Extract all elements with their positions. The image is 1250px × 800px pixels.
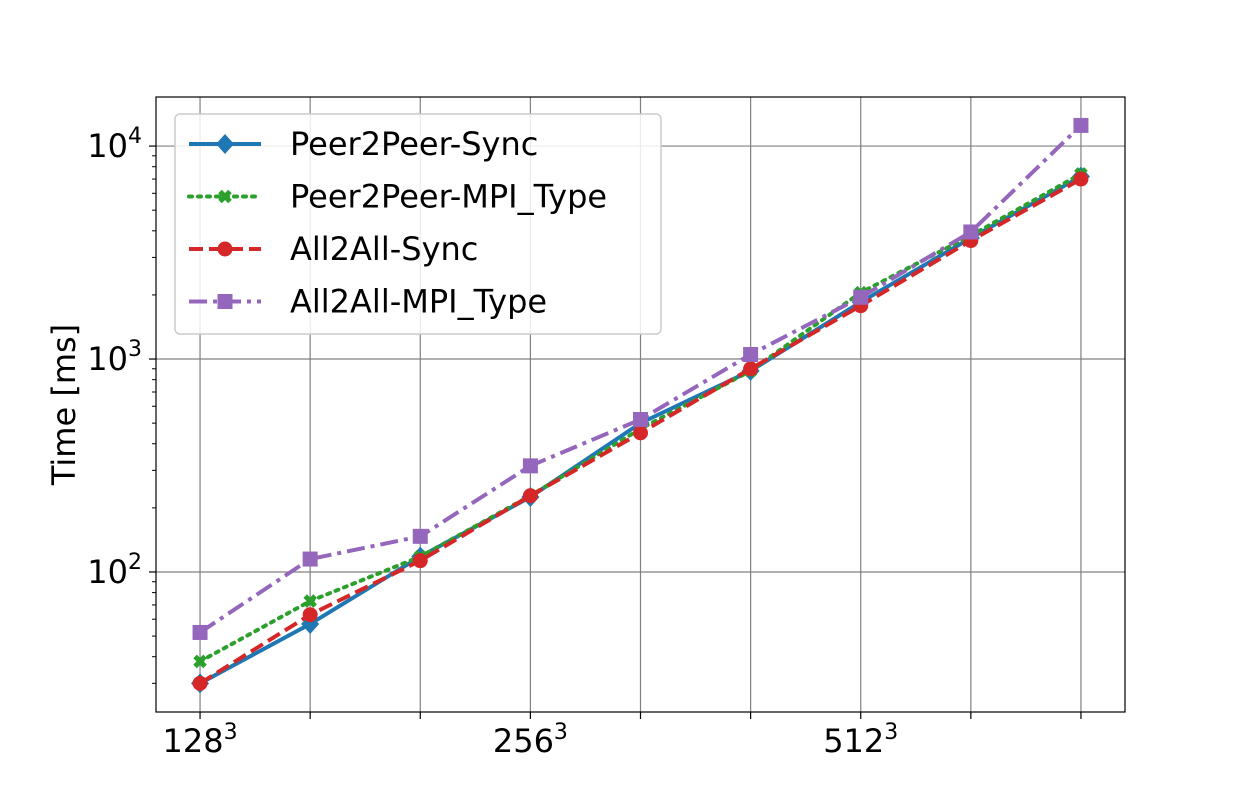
legend-marker — [217, 294, 233, 309]
data-point — [193, 654, 207, 669]
data-point — [633, 411, 648, 427]
data-point — [633, 425, 648, 441]
data-point — [412, 528, 428, 544]
legend: Peer2Peer-Sync Peer2Peer-MPI_Type All2All-… — [174, 113, 662, 335]
y-axis-label: Time [ms] — [45, 324, 83, 486]
data-point — [302, 551, 318, 567]
data-point — [1073, 171, 1089, 187]
series-line — [198, 123, 1083, 635]
x-tick-label: 2563 — [493, 720, 568, 760]
data-point — [412, 553, 428, 569]
data-point — [522, 458, 538, 474]
legend-label: Peer2Peer-MPI_Type — [290, 178, 607, 216]
legend-box — [174, 113, 662, 335]
x-tick-label: 1283 — [163, 720, 238, 760]
legend-item: All2All-MPI_Type — [189, 283, 547, 321]
x-tick-label: 5123 — [823, 720, 898, 760]
y-axis-ticks: 102 103 104 — [87, 124, 156, 684]
legend-item: All2All-Sync — [189, 230, 478, 268]
legend-item: Peer2Peer-MPI_Type — [187, 178, 607, 216]
data-point — [743, 347, 759, 363]
data-point — [1073, 117, 1089, 133]
legend-marker — [218, 189, 232, 204]
data-point — [963, 224, 979, 240]
series-lines — [191, 117, 1090, 694]
data-point — [302, 607, 318, 623]
legend-label: All2All-Sync — [290, 230, 478, 268]
y-tick-label: 104 — [87, 124, 142, 165]
data-point — [522, 488, 538, 504]
data-point — [192, 624, 208, 640]
series-4 — [192, 117, 1089, 640]
y-tick-label: 102 — [87, 550, 142, 591]
legend-label: Peer2Peer-Sync — [290, 125, 538, 163]
legend-item: Peer2Peer-Sync — [189, 125, 538, 163]
data-point — [743, 361, 759, 377]
y-tick-label: 103 — [87, 337, 142, 378]
x-axis-ticks: 1283 2563 5123 — [163, 712, 1082, 760]
legend-marker — [216, 134, 234, 154]
legend-label: All2All-MPI_Type — [290, 283, 547, 321]
data-point — [303, 594, 317, 608]
data-point — [853, 289, 869, 305]
data-point — [192, 675, 208, 691]
legend-marker — [217, 241, 233, 257]
